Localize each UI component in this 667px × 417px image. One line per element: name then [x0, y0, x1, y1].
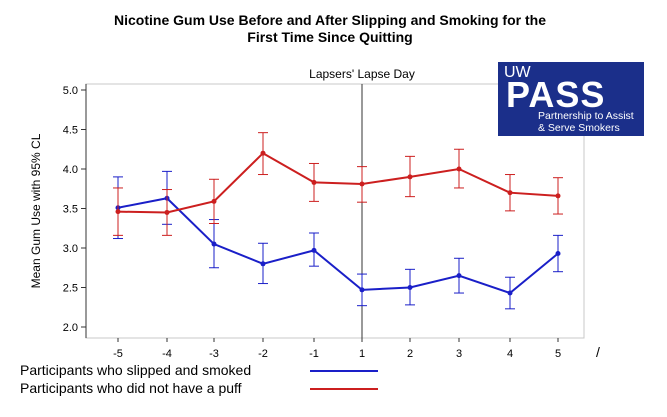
legend-label-nopuff: Participants who did not have a puff	[20, 380, 242, 396]
y-tick-label: 2.5	[63, 283, 78, 295]
data-point	[555, 251, 561, 257]
x-tick-label: -4	[162, 348, 172, 360]
x-tick-label: 1	[359, 348, 365, 360]
stray-slash-mark: /	[596, 344, 600, 360]
series-line	[117, 151, 559, 214]
data-point	[115, 209, 121, 215]
uw-pass-logo: UW PASS Partnership to Assist & Serve Sm…	[498, 62, 644, 136]
series-line	[117, 197, 559, 295]
x-tick-label: 4	[507, 348, 513, 360]
data-point	[407, 285, 413, 290]
x-tick-label: -5	[113, 348, 123, 360]
x-tick-label: 3	[456, 348, 462, 360]
data-point	[260, 150, 266, 156]
x-tick-label: -2	[258, 348, 268, 360]
data-point	[359, 181, 365, 187]
x-tick-label: -1	[309, 348, 319, 360]
y-tick-label: 4.0	[63, 164, 78, 176]
logo-subtitle-line-1: Partnership to Assist	[538, 110, 634, 122]
logo-pass-text: PASS	[506, 74, 606, 115]
data-point	[456, 166, 462, 172]
data-point	[359, 287, 365, 293]
x-tick-label: 5	[555, 348, 561, 360]
lapse-day-label: Lapsers' Lapse Day	[309, 67, 415, 81]
chart-title-line-2: First Time Since Quitting	[247, 29, 413, 45]
legend-line-slipped	[310, 370, 378, 372]
legend-line-nopuff	[310, 388, 378, 390]
y-tick-label: 5.0	[63, 85, 78, 97]
data-point	[211, 198, 217, 204]
data-point	[164, 209, 170, 215]
data-point	[456, 273, 462, 279]
chart-title-line-1: Nicotine Gum Use Before and After Slippi…	[114, 12, 546, 28]
chart-title: Nicotine Gum Use Before and After Slippi…	[60, 12, 600, 46]
data-point	[260, 261, 266, 267]
y-axis-label: Mean Gum Use with 95% CL	[29, 133, 43, 288]
y-tick-label: 3.5	[63, 204, 78, 216]
y-tick-label: 4.5	[63, 125, 78, 137]
x-tick-label: -3	[209, 348, 219, 360]
data-point	[407, 174, 413, 180]
logo-subtitle-line-2: & Serve Smokers	[538, 122, 620, 134]
data-point	[507, 290, 513, 296]
data-point	[311, 247, 317, 253]
logo-uw-text: UW	[504, 64, 531, 81]
data-point	[211, 241, 217, 247]
legend-label-slipped: Participants who slipped and smoked	[20, 362, 252, 378]
data-point	[311, 179, 317, 185]
x-tick-label: 2	[407, 348, 413, 360]
y-tick-label: 3.0	[63, 243, 78, 255]
data-point	[555, 193, 561, 199]
y-tick-label: 2.0	[63, 322, 78, 334]
data-point	[507, 190, 513, 196]
